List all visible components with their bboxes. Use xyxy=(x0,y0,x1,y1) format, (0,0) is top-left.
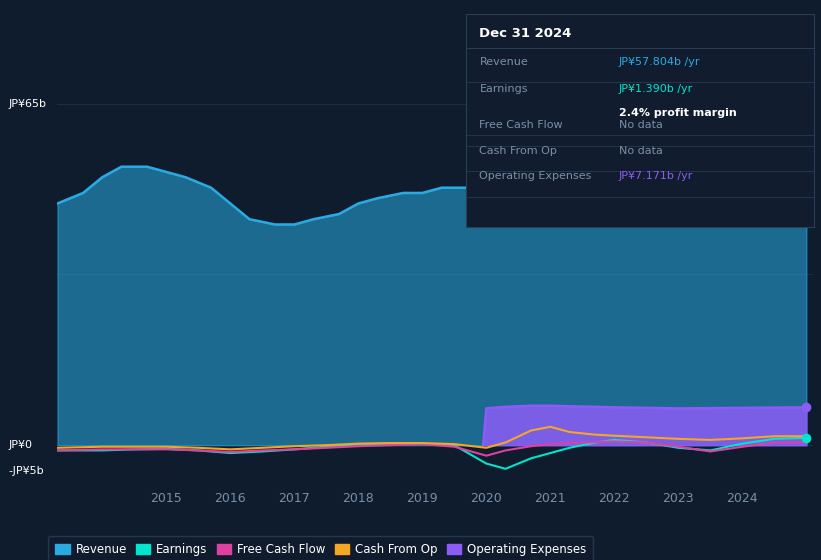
Text: -JP¥5b: -JP¥5b xyxy=(8,466,44,477)
Text: Cash From Op: Cash From Op xyxy=(479,146,557,156)
Text: No data: No data xyxy=(619,146,663,156)
Text: JP¥0: JP¥0 xyxy=(8,440,32,450)
Text: Free Cash Flow: Free Cash Flow xyxy=(479,120,563,130)
Text: JP¥65b: JP¥65b xyxy=(8,99,46,109)
Text: Earnings: Earnings xyxy=(479,84,528,94)
Text: 2.4% profit margin: 2.4% profit margin xyxy=(619,108,736,118)
Legend: Revenue, Earnings, Free Cash Flow, Cash From Op, Operating Expenses: Revenue, Earnings, Free Cash Flow, Cash … xyxy=(48,536,594,560)
Text: JP¥57.804b /yr: JP¥57.804b /yr xyxy=(619,57,700,67)
Text: JP¥1.390b /yr: JP¥1.390b /yr xyxy=(619,84,693,94)
Text: JP¥7.171b /yr: JP¥7.171b /yr xyxy=(619,171,694,181)
Text: Dec 31 2024: Dec 31 2024 xyxy=(479,27,572,40)
Text: Revenue: Revenue xyxy=(479,57,528,67)
Text: No data: No data xyxy=(619,120,663,130)
Text: Operating Expenses: Operating Expenses xyxy=(479,171,592,181)
